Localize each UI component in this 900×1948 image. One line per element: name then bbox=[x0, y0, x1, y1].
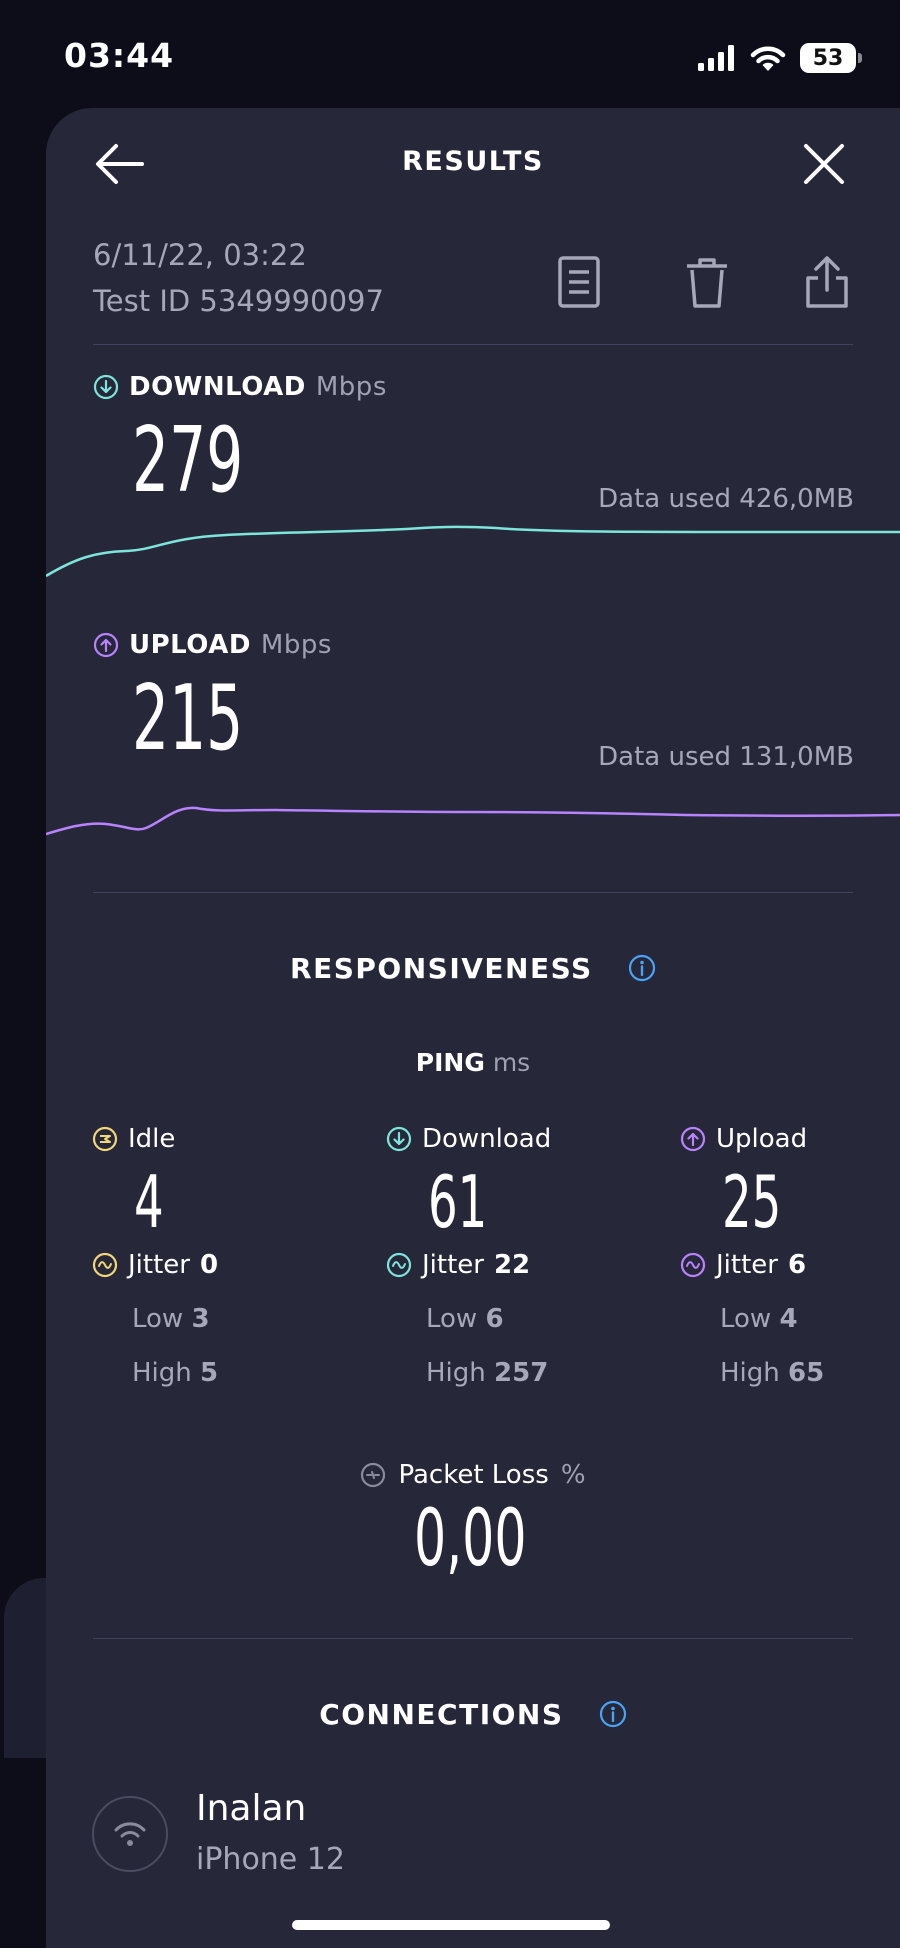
trash-icon[interactable] bbox=[682, 254, 732, 310]
back-arrow-icon[interactable] bbox=[92, 136, 148, 192]
ping-download-header: Download bbox=[386, 1124, 616, 1154]
connections-title: CONNECTIONS bbox=[319, 1698, 564, 1731]
upload-label: UPLOAD Mbps bbox=[93, 630, 332, 660]
ping-download-jitter-value: 22 bbox=[493, 1250, 531, 1280]
battery-level: 53 bbox=[812, 45, 844, 71]
ping-download-jitter: Jitter 22 bbox=[386, 1250, 616, 1280]
document-icon[interactable] bbox=[554, 254, 604, 310]
jitter-icon bbox=[680, 1252, 706, 1278]
test-date: 6/11/22, 03:22 bbox=[93, 238, 307, 272]
ping-upload-low: Low 4 bbox=[720, 1304, 798, 1334]
results-sheet: RESULTS 6/11/22, 03:22 Test ID 534999009… bbox=[46, 108, 900, 1948]
wifi-icon bbox=[114, 1822, 146, 1846]
download-label: DOWNLOAD Mbps bbox=[93, 372, 387, 402]
divider bbox=[93, 892, 853, 893]
ping-idle-jitter-value: 0 bbox=[199, 1250, 219, 1280]
ping-download-column: Download 61 Jitter 22 Low 6 High 257 bbox=[386, 1124, 616, 1388]
divider bbox=[93, 1638, 853, 1639]
test-id: Test ID 5349990097 bbox=[93, 284, 384, 318]
jitter-icon bbox=[92, 1252, 118, 1278]
ping-upload-label: Upload bbox=[716, 1124, 808, 1154]
ping-download-low: Low 6 bbox=[426, 1304, 504, 1334]
ping-upload-high: High 65 bbox=[720, 1358, 825, 1388]
ping-idle-value: 4 bbox=[134, 1160, 164, 1244]
battery-icon: 53 bbox=[800, 43, 862, 73]
idle-icon bbox=[92, 1126, 118, 1152]
header: RESULTS bbox=[46, 108, 900, 212]
ping-idle-label: Idle bbox=[128, 1124, 176, 1154]
upload-arrow-icon bbox=[93, 632, 119, 658]
connections-section: CONNECTIONS bbox=[46, 1698, 900, 1731]
download-unit: Mbps bbox=[315, 372, 387, 402]
upload-arrow-icon bbox=[680, 1126, 706, 1152]
download-speed-graph bbox=[46, 525, 900, 578]
ping-idle-high: High 5 bbox=[132, 1358, 219, 1388]
ping-download-high: High 257 bbox=[426, 1358, 549, 1388]
status-bar: 03:44 53 bbox=[0, 0, 900, 110]
ping-idle-column: Idle 4 Jitter 0 Low 3 High 5 bbox=[92, 1124, 322, 1388]
connection-wifi-badge bbox=[92, 1796, 168, 1872]
ping-idle-header: Idle bbox=[92, 1124, 322, 1154]
ping-upload-value: 25 bbox=[722, 1160, 782, 1244]
ping-unit: ms bbox=[492, 1048, 531, 1077]
divider bbox=[93, 344, 853, 345]
jitter-icon bbox=[386, 1252, 412, 1278]
upload-data-used: Data used 131,0MB bbox=[598, 742, 854, 772]
home-indicator[interactable] bbox=[292, 1920, 610, 1930]
status-time: 03:44 bbox=[64, 36, 175, 75]
packet-loss-icon bbox=[361, 1462, 386, 1488]
cellular-signal-icon bbox=[698, 45, 734, 71]
upload-unit: Mbps bbox=[260, 630, 332, 660]
page-title: RESULTS bbox=[402, 146, 544, 177]
connection-device: iPhone 12 bbox=[196, 1842, 345, 1877]
ping-upload-column: Upload 25 Jitter 6 Low 4 High 65 bbox=[680, 1124, 900, 1388]
status-icons: 53 bbox=[698, 40, 862, 76]
connection-name: Inalan bbox=[196, 1788, 307, 1829]
upload-title: UPLOAD bbox=[129, 630, 251, 660]
info-icon[interactable] bbox=[599, 1700, 627, 1728]
download-title: DOWNLOAD bbox=[129, 372, 306, 402]
info-icon[interactable] bbox=[628, 954, 656, 982]
download-arrow-icon bbox=[386, 1126, 412, 1152]
close-icon[interactable] bbox=[798, 138, 850, 190]
share-icon[interactable] bbox=[802, 254, 852, 310]
upload-speed-graph bbox=[46, 806, 900, 836]
packet-loss-label: Packet Loss % bbox=[46, 1460, 900, 1490]
packet-loss-value: 0,00 bbox=[414, 1494, 527, 1584]
responsiveness-section: RESPONSIVENESS bbox=[46, 952, 900, 985]
ping-label: PING bbox=[415, 1048, 485, 1077]
ping-upload-header: Upload bbox=[680, 1124, 900, 1154]
ping-upload-jitter: Jitter 6 bbox=[680, 1250, 900, 1280]
download-arrow-icon bbox=[93, 374, 119, 400]
wifi-icon bbox=[750, 46, 786, 71]
download-data-used: Data used 426,0MB bbox=[598, 484, 854, 514]
ping-upload-jitter-value: 6 bbox=[787, 1250, 807, 1280]
responsiveness-title: RESPONSIVENESS bbox=[290, 952, 593, 985]
ping-idle-low: Low 3 bbox=[132, 1304, 210, 1334]
ping-heading: PING ms bbox=[46, 1048, 900, 1077]
ping-idle-jitter: Jitter 0 bbox=[92, 1250, 322, 1280]
upload-value: 215 bbox=[132, 666, 244, 771]
download-value: 279 bbox=[132, 408, 244, 513]
ping-download-label: Download bbox=[422, 1124, 552, 1154]
ping-download-value: 61 bbox=[428, 1160, 488, 1244]
